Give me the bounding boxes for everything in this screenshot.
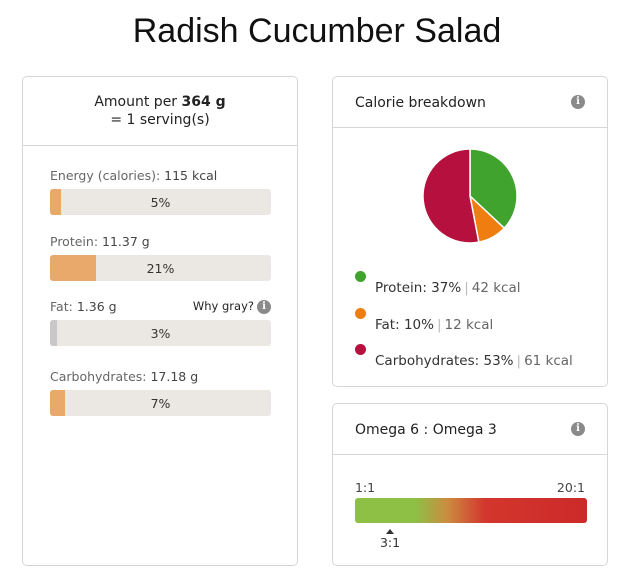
why-gray-label: Why gray? xyxy=(192,299,254,313)
legend-kcal: 12 kcal xyxy=(444,317,494,333)
info-icon[interactable]: i xyxy=(571,95,585,109)
amount-weight: 364 g xyxy=(181,94,226,110)
omega-max-label: 20:1 xyxy=(556,480,585,495)
nutrient-bar-fill xyxy=(50,320,57,346)
legend-dot-protein xyxy=(355,271,366,282)
legend-label: Carbohydrates: xyxy=(375,353,480,369)
page-title: Radish Cucumber Salad xyxy=(132,12,502,50)
omega-gradient-bar xyxy=(355,498,587,523)
omega-card-title: Omega 6 : Omega 3 xyxy=(355,422,497,438)
nutrient-value: 17.18 g xyxy=(150,369,199,384)
legend-dot-fat xyxy=(355,308,366,319)
nutrient-label: Carbohydrates: xyxy=(50,369,147,384)
nutrient-energy: Energy (calories): 115 kcal 5% xyxy=(50,168,271,215)
nutrient-percent: 3% xyxy=(150,326,171,341)
legend-kcal: 42 kcal xyxy=(471,280,521,296)
nutrient-bar-fill xyxy=(50,189,62,215)
nutrient-bar: 21% xyxy=(50,255,271,281)
legend-label: Protein: xyxy=(375,280,427,296)
amount-prefix: Amount per xyxy=(94,94,182,110)
omega-marker-label: 3:1 xyxy=(379,535,401,550)
omega-min-label: 1:1 xyxy=(355,480,376,495)
legend-percent: 53% xyxy=(483,353,514,369)
serving-amount: Amount per 364 g = 1 serving(s) xyxy=(23,77,297,146)
omega-card-header: Omega 6 : Omega 3 i xyxy=(333,404,607,455)
nutrient-bar-fill xyxy=(50,390,66,416)
calorie-breakdown-card: Calorie breakdown i Protein: 37% | 42 kcal… xyxy=(332,76,608,387)
legend-percent: 10% xyxy=(403,317,434,333)
nutrient-bar-fill xyxy=(50,255,97,281)
nutrient-label: Fat: xyxy=(50,299,73,314)
nutrient-value: 115 kcal xyxy=(164,168,218,183)
legend-label: Fat: xyxy=(375,317,400,333)
nutrient-protein: Protein: 11.37 g 21% xyxy=(50,234,271,281)
pie-slice-protein xyxy=(469,148,518,230)
nutrient-value: 11.37 g xyxy=(102,234,150,249)
nutrient-carbohydrates: Carbohydrates: 17.18 g 7% xyxy=(50,369,271,416)
nutrient-bar: 3% xyxy=(50,320,271,346)
omega-ratio-card: Omega 6 : Omega 3 i 1:1 20:1 3:1 xyxy=(332,403,608,566)
info-icon[interactable]: i xyxy=(257,299,271,314)
calorie-card-header: Calorie breakdown i xyxy=(333,77,607,128)
nutrient-label: Protein: xyxy=(50,234,99,249)
legend-dot-carbohydrates xyxy=(355,344,366,355)
why-gray-link[interactable]: Why gray? i xyxy=(193,299,271,314)
nutrient-label: Energy (calories): xyxy=(50,168,161,183)
nutrient-bar: 5% xyxy=(50,189,271,215)
nutrient-bar: 7% xyxy=(50,390,271,416)
nutrient-value: 1.36 g xyxy=(76,299,117,314)
info-icon[interactable]: i xyxy=(571,422,585,436)
legend-percent: 37% xyxy=(431,280,462,296)
nutrient-percent: 21% xyxy=(146,261,175,276)
calorie-pie-chart xyxy=(422,148,518,244)
omega-scale: 1:1 20:1 xyxy=(355,480,585,495)
omega-marker: 3:1 xyxy=(378,529,402,550)
nutrition-card: Amount per 364 g = 1 serving(s) Energy (… xyxy=(22,76,298,566)
nutrient-fat: Fat: 1.36 g Why gray? i 3% xyxy=(50,299,271,346)
amount-serving: = 1 serving(s) xyxy=(110,112,210,128)
marker-triangle-icon xyxy=(386,529,394,534)
nutrient-percent: 7% xyxy=(150,396,171,411)
calorie-card-title: Calorie breakdown xyxy=(355,95,486,111)
pie-slice-carbohydrates xyxy=(422,148,480,244)
legend-kcal: 61 kcal xyxy=(524,353,573,369)
nutrient-percent: 5% xyxy=(150,195,171,210)
